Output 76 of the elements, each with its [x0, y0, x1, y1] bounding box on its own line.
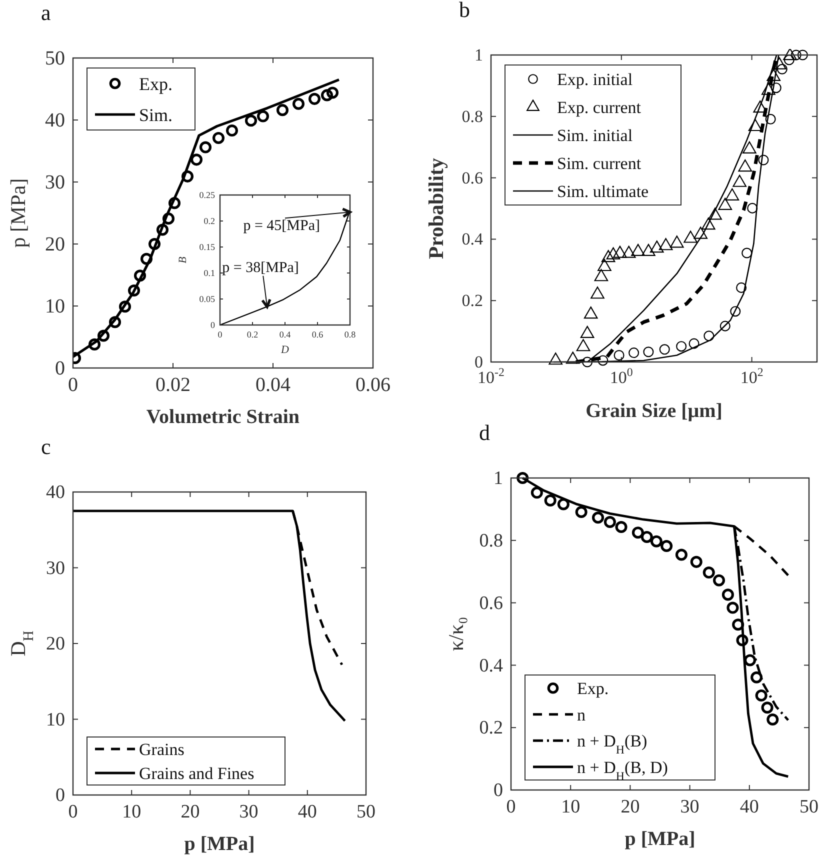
y-axis-title: B: [177, 256, 189, 264]
x-tick-label: 40: [298, 801, 317, 822]
legend-label: Exp.: [577, 679, 609, 698]
x-axis-title: Volumetric Strain: [146, 406, 300, 428]
y-tick-label: 30: [46, 558, 65, 579]
chart-title: c: [41, 434, 51, 459]
x-axis-title: p [MPa]: [184, 833, 255, 855]
legend-label: Exp. initial: [557, 70, 633, 89]
y-tick-label: 0.8: [462, 106, 483, 126]
y-tick-label: 0.6: [462, 168, 483, 188]
annotation: p = 38[MPa]: [222, 260, 299, 276]
y-tick-label: 50: [45, 47, 65, 70]
y-tick-label: 1: [474, 45, 483, 64]
y-axis-title: Probability: [424, 157, 448, 260]
legend-label: n + D$_{H}$(B, D): [577, 758, 668, 783]
y-tick-label: 0.05: [199, 294, 216, 304]
x-tick-label: 0.06: [356, 374, 390, 396]
y-tick-label: 0.1: [204, 268, 215, 278]
x-tick-label: 30: [239, 801, 258, 822]
y-tick-label: 0.2: [204, 216, 215, 226]
y-tick-label: 0: [494, 780, 503, 802]
x-tick-label: 0.2: [246, 329, 258, 340]
x-axis-title: p [MPa]: [624, 828, 696, 850]
x-tick-label: 0: [218, 329, 223, 340]
x-tick-label: 30: [680, 796, 700, 818]
legend-label: Exp. current: [557, 98, 642, 117]
y-tick-label: 10: [45, 295, 65, 318]
x-tick-label: 0.6: [312, 329, 324, 340]
y-tick-label: 0.2: [462, 291, 483, 310]
y-tick-label: 0.4: [462, 230, 484, 249]
y-tick-label: 0.15: [199, 242, 216, 252]
y-tick-label: 10: [46, 709, 65, 730]
y-tick-label: 0.8: [479, 530, 503, 552]
legend-label: n + D$_{H}$(B): [577, 732, 648, 757]
chart-title: a: [41, 0, 51, 25]
chart-title: d: [479, 420, 490, 445]
annotation: p = 45[MPa]: [243, 218, 320, 234]
y-axis-title: κ/κ₀: [444, 616, 468, 652]
x-axis-title: Grain Size [μm]: [586, 400, 722, 422]
legend-label: Sim. ultimate: [557, 182, 649, 201]
y-tick-label: 1: [494, 468, 503, 490]
y-tick-label: 20: [46, 634, 65, 655]
x-tick-label: 10$^{0}$: [610, 365, 633, 388]
y-tick-label: 40: [45, 109, 65, 132]
x-tick-label: 40: [740, 796, 759, 818]
legend-label: Sim. current: [557, 154, 642, 173]
x-axis-title: D: [280, 344, 290, 356]
y-tick-label: 0: [210, 320, 216, 330]
legend-label: Grains and Fines: [139, 764, 254, 783]
x-tick-label: 0.4: [279, 329, 292, 340]
x-tick-label: 20: [180, 801, 200, 822]
y-axis-title: p [MPa]: [6, 178, 30, 248]
y-tick-label: 0.25: [199, 190, 216, 200]
chart-title: b: [459, 0, 470, 22]
x-tick-label: 0.02: [156, 374, 190, 396]
x-tick-label: 0: [68, 801, 78, 822]
y-tick-label: 0.4: [479, 655, 504, 676]
legend-label: Sim.: [139, 104, 173, 125]
x-tick-label: 10: [122, 801, 142, 822]
x-tick-label: 10: [561, 796, 580, 818]
x-tick-label: 0.8: [344, 329, 356, 340]
x-tick-label: 50: [800, 796, 818, 818]
legend-label: Grains: [139, 740, 184, 759]
legend-label: Exp.: [139, 74, 172, 94]
x-tick-label: 10$^{2}$: [740, 365, 764, 388]
x-tick-label: 50: [356, 801, 376, 822]
y-tick-label: 40: [46, 482, 65, 504]
legend-label: Sim. initial: [557, 126, 633, 145]
y-tick-label: 0.6: [479, 592, 503, 614]
x-tick-label: 20: [620, 796, 640, 818]
y-tick-label: 30: [45, 171, 65, 194]
y-tick-label: 20: [45, 233, 65, 256]
y-tick-label: 0.2: [479, 718, 503, 739]
y-tick-label: 0: [474, 352, 483, 372]
x-tick-label: 0.04: [256, 374, 290, 396]
legend-label: n: [577, 705, 586, 724]
